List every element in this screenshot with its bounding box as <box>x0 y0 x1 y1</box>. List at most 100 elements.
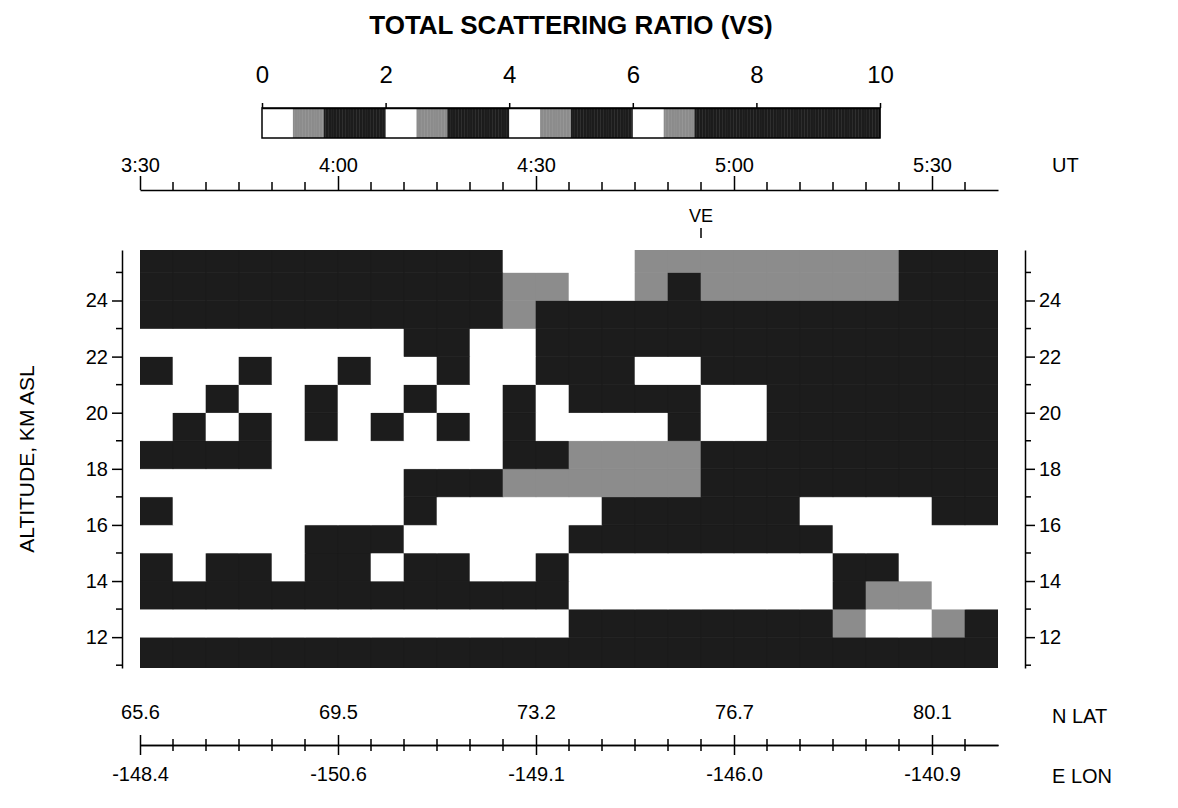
heat-cell <box>404 413 437 441</box>
heat-cell <box>437 250 470 272</box>
lon-axis: -148.4-150.6-149.1-146.0-140.9 <box>112 745 998 785</box>
heat-cell <box>668 469 701 497</box>
plot-area <box>140 250 998 668</box>
heat-cell <box>536 300 569 328</box>
heat-cell <box>866 385 899 413</box>
heat-cell <box>470 553 503 581</box>
heat-cell <box>437 329 470 357</box>
heat-cell <box>965 637 998 668</box>
heat-cell <box>767 441 800 469</box>
heat-cell <box>338 413 371 441</box>
heat-cell <box>338 497 371 525</box>
heat-cell <box>173 413 206 441</box>
y-left-tick: 12 <box>86 626 122 648</box>
y-right-tick-mark <box>1025 469 1035 471</box>
heat-cell <box>899 413 932 441</box>
heat-cell <box>239 581 272 609</box>
chart-title: TOTAL SCATTERING RATIO (VS) <box>369 10 772 40</box>
colorbar-tick-mark <box>880 103 882 108</box>
lon-tick-mark <box>932 745 934 755</box>
heat-cell <box>701 272 734 300</box>
heat-cell <box>767 357 800 385</box>
heat-cell <box>668 525 701 553</box>
heat-cell <box>569 525 602 553</box>
heat-cell <box>569 469 602 497</box>
heat-cell <box>800 637 833 668</box>
heat-cell <box>338 553 371 581</box>
heat-cell <box>800 581 833 609</box>
heat-cell <box>833 497 866 525</box>
heat-cell <box>602 329 635 357</box>
heat-cell <box>206 525 239 553</box>
heat-cell <box>272 250 305 272</box>
heat-cell <box>899 581 932 609</box>
heat-cell <box>899 553 932 581</box>
heat-cell <box>239 441 272 469</box>
heat-cell <box>536 441 569 469</box>
heat-cell <box>899 525 932 553</box>
lat-tick-mark <box>932 735 934 745</box>
heat-cell <box>668 497 701 525</box>
colorbar-tick-mark <box>509 103 511 108</box>
heat-cell <box>173 250 206 272</box>
heat-cell <box>635 385 668 413</box>
y-right-tick: 24 <box>1025 289 1061 311</box>
heat-cell <box>734 525 767 553</box>
x-top-tick-mark <box>140 176 142 190</box>
heat-cell <box>668 637 701 668</box>
y-right-tick-label: 14 <box>1039 570 1061 592</box>
heat-cell <box>305 497 338 525</box>
x-top-tick-label: 4:00 <box>319 154 358 176</box>
heat-cell <box>833 637 866 668</box>
colorbar-tick: 6 <box>627 61 640 108</box>
heat-cell <box>173 609 206 637</box>
lon-minor-tick <box>436 739 438 751</box>
x-minor-tick <box>370 182 372 190</box>
y-left-axis-line <box>122 251 124 669</box>
heat-cell <box>140 250 173 272</box>
heat-cell <box>800 469 833 497</box>
heat-cell <box>206 441 239 469</box>
lat-tick-label: 76.7 <box>715 701 754 723</box>
heat-cell <box>635 329 668 357</box>
heat-cell <box>140 525 173 553</box>
x-top-tick-mark <box>338 176 340 190</box>
heat-cell <box>569 385 602 413</box>
heat-cell <box>404 300 437 328</box>
heat-cell <box>734 250 767 272</box>
x-top-tick: 5:00 <box>715 154 754 190</box>
heat-cell <box>833 609 866 637</box>
heat-cell <box>602 441 635 469</box>
lon-tick-label: -149.1 <box>508 763 565 785</box>
y-left-tick-mark <box>112 300 122 302</box>
lat-tick: 69.5 <box>319 701 358 745</box>
heat-cell <box>404 329 437 357</box>
heat-cell <box>503 329 536 357</box>
heat-cell <box>965 329 998 357</box>
heat-cell <box>569 357 602 385</box>
lon-minor-tick <box>601 739 603 751</box>
heat-cell <box>668 581 701 609</box>
x-top-tick-label: 5:30 <box>913 154 952 176</box>
heat-cell <box>239 497 272 525</box>
heat-cell <box>338 329 371 357</box>
heat-cell <box>734 609 767 637</box>
heat-cell <box>602 553 635 581</box>
heat-cell <box>767 581 800 609</box>
lon-minor-tick <box>700 739 702 751</box>
heat-cell <box>371 637 404 668</box>
heat-cell <box>734 413 767 441</box>
y-minor-tick <box>1025 440 1031 442</box>
heat-cell <box>503 637 536 668</box>
heat-cell <box>470 637 503 668</box>
lat-axis: 65.669.573.276.780.1 <box>121 701 998 746</box>
colorbar-axis-line <box>263 108 881 110</box>
x-minor-tick <box>304 182 306 190</box>
lat-tick-mark <box>734 735 736 745</box>
x-minor-tick <box>238 182 240 190</box>
colorbar-tick-mark <box>756 103 758 108</box>
heat-cell <box>866 609 899 637</box>
heat-cell <box>965 413 998 441</box>
x-minor-tick <box>469 182 471 190</box>
y-right-tick-mark <box>1025 581 1035 583</box>
